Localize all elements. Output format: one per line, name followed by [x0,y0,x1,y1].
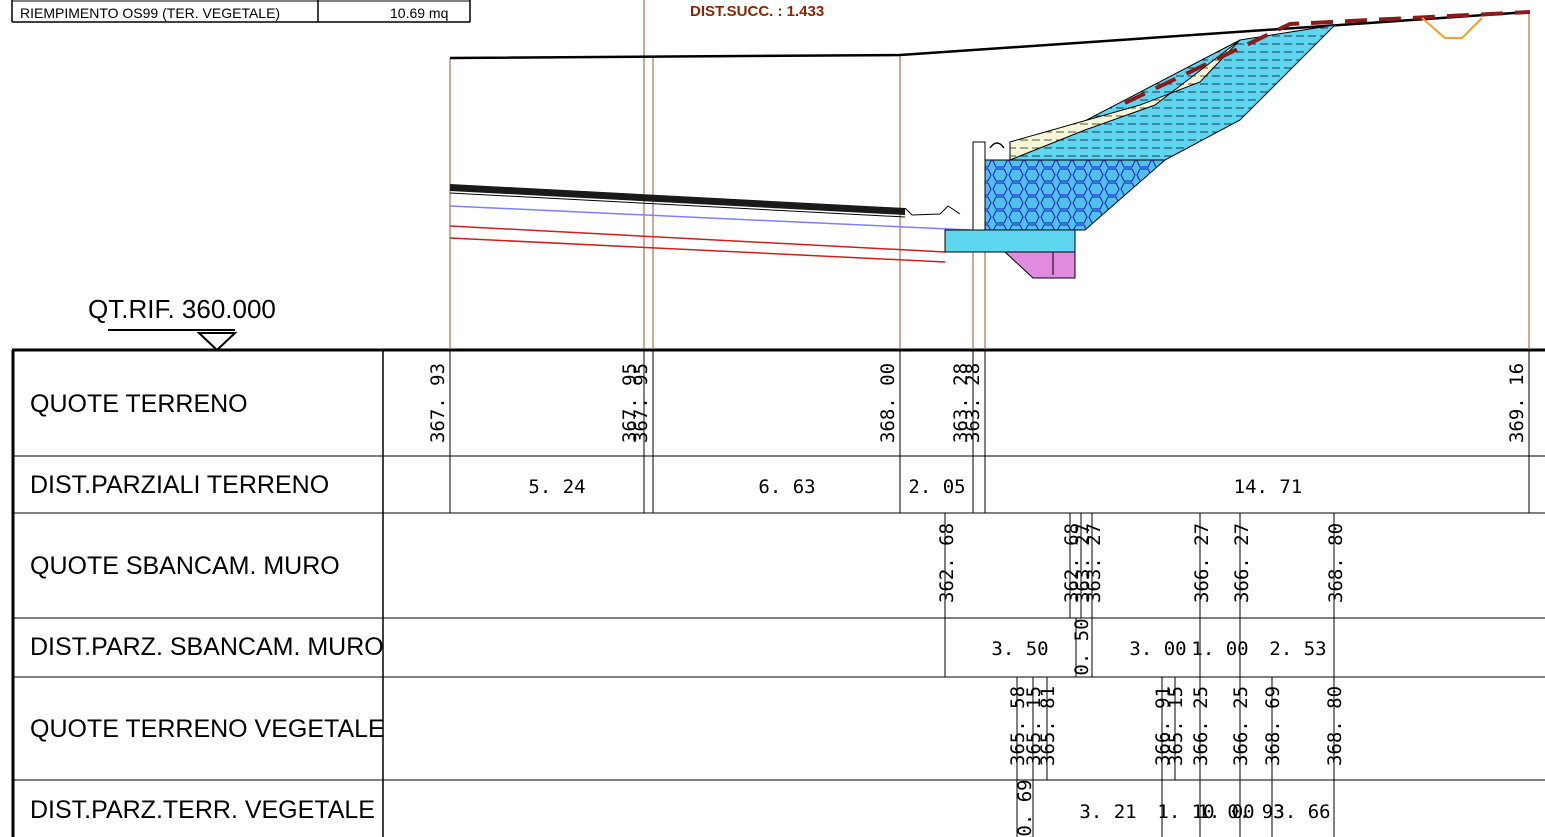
quote-terreno-vegetale-value: 365. 15 [1023,686,1045,766]
quote-terreno-value: 363. 28 [962,363,984,443]
dist-parziali-terreno-value: 14. 71 [1234,476,1303,498]
gabion-fill [984,159,1167,231]
row-label-quote-terreno: QUOTE TERRENO [30,390,248,418]
row-label-dist-parziali-terreno: DIST.PARZIALI TERRENO [30,471,329,499]
retaining-wall [944,141,1076,279]
quote-terreno-value: 368. 00 [877,363,899,443]
dist-parz-sbancam-muro-value: 2. 53 [1269,638,1326,660]
legend-value: 10.69 mq [390,5,448,21]
dist-parz-terr-vegetale-value: 3. 21 [1079,801,1136,823]
row-label-quote-terreno-vegetale: QUOTE TERRENO VEGETALE [30,715,385,743]
dist-parz-sbancam-muro-value: 3. 50 [991,638,1048,660]
quote-terreno-vegetale-value: 366. 91 [1152,686,1174,766]
ditch [1421,17,1483,39]
quote-terreno-vegetale-value: 365. 81 [1037,686,1059,766]
quote-terreno-value: 367. 95 [619,363,641,443]
quote-terreno-value: 369. 16 [1506,363,1528,443]
quote-sbancam-muro-value: 366. 27 [1231,523,1253,603]
dist-parz-sbancam-muro-value: 3. 00 [1129,638,1186,660]
quote-sbancam-muro-value: 363. 27 [1083,523,1105,603]
quote-sbancam-muro-value: 368. 80 [1325,523,1347,603]
quote-terreno-vegetale-value: 366. 25 [1230,686,1252,766]
row-label-quote-sbancam-muro: QUOTE SBANCAM. MURO [30,552,340,580]
row-label-dist-parz-terr-vegetale: DIST.PARZ.TERR. VEGETALE [30,796,375,824]
quote-terreno-vegetale-value: 366. 25 [1190,686,1212,766]
quote-sbancam-muro-value: 366. 27 [1191,523,1213,603]
dist-parziali-terreno-value: 6. 63 [758,476,815,498]
dist-parz-sbancam-muro-value: 1. 00 [1191,638,1248,660]
vegetal-soil [1009,39,1241,161]
road-section [449,184,971,263]
quote-terreno-value: 367. 93 [427,363,449,443]
dist-parz-terr-vegetale-value: 0. 93 [1227,801,1284,823]
data-table: QUOTE TERRENO DIST.PARZIALI TERRENO QUOT… [11,348,1545,837]
row-label-dist-parz-sbancam-muro: DIST.PARZ. SBANCAM. MURO [30,633,384,661]
quote-sbancam-muro-value: 362. 68 [936,523,958,603]
quote-sbancam-muro-value: 363. 27 [1072,523,1094,603]
quote-terreno-vegetale-value: 368. 69 [1262,686,1284,766]
dist-parz-terr-vegetale-value: 1. 00 [1197,801,1254,823]
dist-parziali-terreno-value: 2. 05 [908,476,965,498]
terrain-profile [449,10,1530,60]
dist-parz-terr-vegetale-value: 1. 10 [1157,801,1214,823]
quote-terreno-vegetale-value: 368. 80 [1324,686,1346,766]
quote-terreno-value: 363. 28 [950,363,972,443]
legend-label: RIEMPIMENTO OS99 (TER. VEGETALE) [20,5,280,21]
dist-parziali-terreno-value: 5. 24 [528,476,585,498]
legend-box: RIEMPIMENTO OS99 (TER. VEGETALE) 10.69 m… [11,0,471,23]
dist-parz-terr-vegetale-value: 0. 69 [1014,779,1036,836]
surface-dash [1124,10,1531,105]
quote-terreno-value: 367. 95 [630,363,652,443]
reference-label: QT.RIF. 360.000 [88,294,276,324]
reference-marker: QT.RIF. 360.000 [88,294,276,352]
dist-parz-sbancam-muro-value: 0. 50 [1071,618,1093,675]
quote-terreno-vegetale-value: 365. 15 [1165,686,1187,766]
quote-terreno-vegetale-value: 365. 58 [1007,686,1029,766]
quote-sbancam-muro-value: 362. 68 [1061,523,1083,603]
dist-succ-label: DIST.SUCC. : 1.433 [690,3,824,20]
dist-parz-terr-vegetale-value: 3. 66 [1273,801,1330,823]
